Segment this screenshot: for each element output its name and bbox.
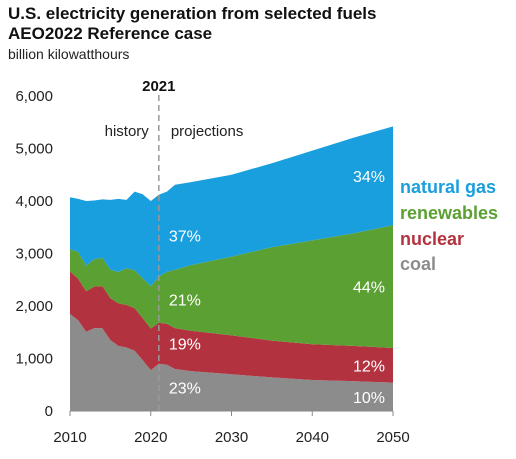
y-tick-label: 4,000 (15, 193, 53, 210)
chart-title: U.S. electricity generation from selecte… (8, 4, 377, 23)
legend-item-coal: coal (400, 254, 436, 274)
history-label: history (105, 123, 150, 140)
share-label-coal-2050: 10% (353, 390, 385, 407)
projections-label: projections (171, 123, 244, 140)
y-tick-label: 1,000 (15, 351, 53, 368)
y-axis-unit-label: billion kilowatthours (8, 46, 130, 62)
legend: natural gas renewables nuclear coal (400, 177, 498, 274)
share-label-renewables-2050: 44% (353, 280, 385, 297)
area-renewables (70, 225, 393, 348)
area-natural-gas (70, 126, 393, 287)
y-tick-label: 0 (45, 403, 53, 420)
share-label-nuclear-2050: 12% (353, 358, 385, 375)
legend-item-nuclear: nuclear (400, 229, 464, 249)
area-coal (70, 313, 393, 411)
share-annotations: 37% 21% 19% 23% 34% 44% 12% 10% (169, 169, 385, 407)
x-tick-label: 2040 (296, 429, 329, 446)
x-tick-label: 2010 (53, 429, 86, 446)
share-label-renewables-2021: 21% (169, 293, 201, 310)
y-tick-label: 6,000 (15, 88, 53, 105)
y-tick-label: 2,000 (15, 298, 53, 315)
area-nuclear (70, 271, 393, 383)
legend-item-natural-gas: natural gas (400, 177, 496, 197)
y-tick-label: 5,000 (15, 141, 53, 158)
x-tick-label: 2030 (215, 429, 248, 446)
share-label-coal-2021: 23% (169, 380, 201, 397)
x-tick-label: 2020 (134, 429, 167, 446)
chart-subtitle: AEO2022 Reference case (8, 24, 213, 43)
x-tick-label: 2050 (376, 429, 409, 446)
divider-year-label: 2021 (142, 78, 175, 95)
tick-labels: 0 1,000 2,000 3,000 4,000 5,000 6,000 2010 2020 2… (15, 88, 409, 446)
legend-item-renewables: renewables (400, 203, 498, 223)
share-label-natural-gas-2021: 37% (169, 229, 201, 246)
area-layer (70, 126, 393, 411)
share-label-natural-gas-2050: 34% (353, 169, 385, 186)
share-label-nuclear-2021: 19% (169, 336, 201, 353)
axis-layer (69, 410, 394, 416)
y-tick-label: 3,000 (15, 246, 53, 263)
